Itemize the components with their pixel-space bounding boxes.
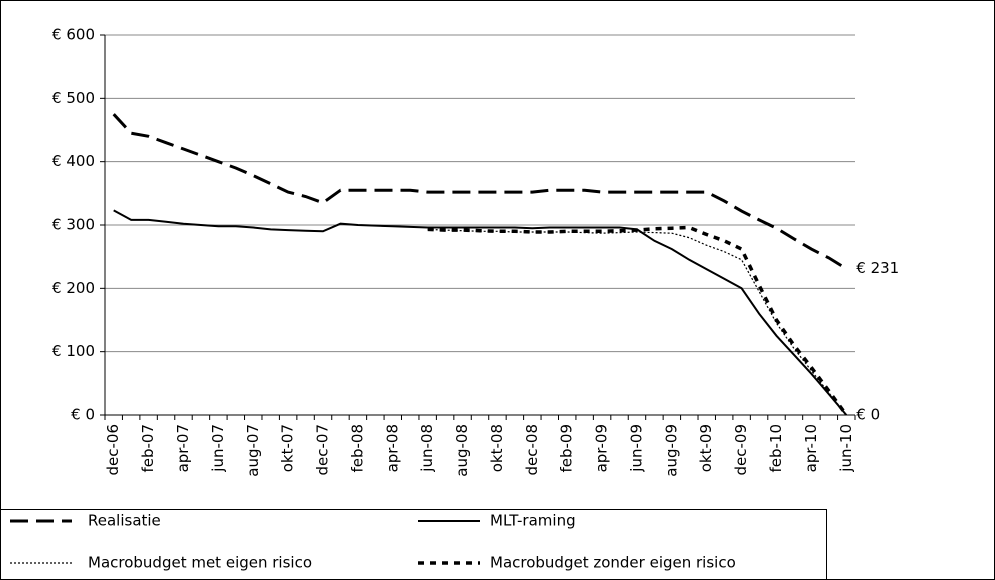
x-tick-label: jun-10 bbox=[837, 424, 855, 473]
x-tick-label: okt-08 bbox=[488, 424, 506, 472]
legend-label: Macrobudget met eigen risico bbox=[88, 554, 312, 572]
legend-label: Macrobudget zonder eigen risico bbox=[490, 554, 736, 572]
x-tick-label: feb-09 bbox=[558, 424, 576, 473]
series-line bbox=[113, 209, 848, 416]
x-tick-label: feb-07 bbox=[139, 424, 157, 473]
y-tick-label: € 600 bbox=[52, 26, 95, 44]
x-tick-label: aug-09 bbox=[662, 424, 680, 477]
x-tick-label: dec-08 bbox=[523, 424, 541, 476]
x-tick-label: jun-08 bbox=[418, 424, 436, 473]
series-line bbox=[427, 225, 848, 417]
x-tick-label: apr-09 bbox=[593, 424, 611, 472]
legend-label: MLT-raming bbox=[490, 512, 576, 530]
legend-box bbox=[0, 509, 827, 580]
y-tick-label: € 500 bbox=[52, 89, 95, 107]
y-tick-label: € 300 bbox=[52, 216, 95, 234]
value-label: € 0 bbox=[856, 406, 880, 424]
x-tick-label: dec-07 bbox=[314, 424, 332, 476]
x-tick-label: apr-07 bbox=[174, 424, 192, 472]
y-tick-label: € 100 bbox=[52, 342, 95, 360]
x-tick-label: apr-08 bbox=[383, 424, 401, 472]
y-tick-label: € 400 bbox=[52, 152, 95, 170]
x-tick-label: okt-09 bbox=[697, 424, 715, 472]
x-tick-label: okt-07 bbox=[279, 424, 297, 472]
x-tick-label: dec-09 bbox=[732, 424, 750, 476]
x-tick-label: feb-08 bbox=[348, 424, 366, 473]
x-tick-label: aug-08 bbox=[453, 424, 471, 477]
series-line bbox=[112, 113, 848, 270]
series-line bbox=[427, 228, 847, 416]
x-tick-label: feb-10 bbox=[767, 424, 785, 473]
legend-label: Realisatie bbox=[88, 512, 161, 530]
x-tick-label: jun-09 bbox=[627, 424, 645, 473]
x-tick-label: jun-07 bbox=[209, 424, 227, 473]
x-tick-label: dec-06 bbox=[104, 424, 122, 476]
y-tick-label: € 0 bbox=[71, 406, 95, 424]
x-tick-label: aug-07 bbox=[244, 424, 262, 477]
value-label: € 231 bbox=[856, 259, 899, 277]
x-tick-label: apr-10 bbox=[802, 424, 820, 472]
y-tick-label: € 200 bbox=[52, 279, 95, 297]
